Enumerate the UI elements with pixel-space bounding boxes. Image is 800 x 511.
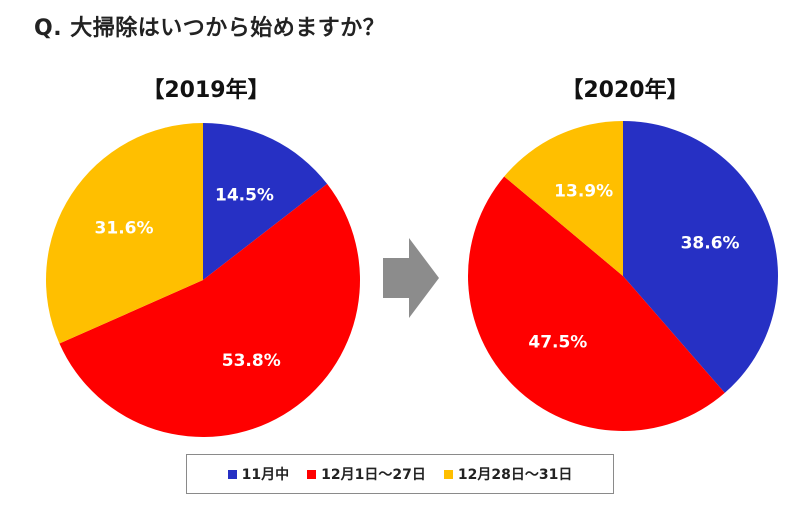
data-label-2019-dec-late: 31.6% [95,219,154,239]
pie-slice-2020-nov [623,121,778,393]
data-label-2020-nov: 38.6% [681,233,740,253]
chart-title-2020: 【2020年】 [561,78,689,103]
legend-item-dec-early: 12月1日～27日 [307,464,426,484]
legend-item-dec-late: 12月28日～31日 [443,464,573,484]
chart-title-2019: 【2019年】 [142,78,270,103]
data-label-2020-dec-late: 13.9% [554,182,613,202]
pie-slice-2019-dec-early [59,183,361,437]
pie-slice-2020-dec-early [468,176,725,431]
legend-label-dec-early: 12月1日～27日 [321,467,426,483]
legend-swatch-dec-late [443,469,453,479]
pie-chart-2020: 38.6% 47.5% 13.9% [468,121,778,431]
data-label-2019-dec-early: 53.8% [222,351,281,371]
pie-slice-2020-dec-late [504,121,623,276]
legend-label-nov: 11月中 [241,467,290,483]
pie-chart-2019: 14.5% 53.8% 31.6% [45,123,361,437]
question-title: Q. 大掃除はいつから始めますか？ [34,16,386,41]
legend-item-nov: 11月中 [227,464,290,484]
legend: 11月中 12月1日～27日 12月28日～31日 [186,454,614,494]
legend-swatch-dec-early [307,469,317,479]
legend-swatch-nov [227,469,237,479]
pie-slice-2019-dec-late [45,123,204,344]
legend-label-dec-late: 12月28日～31日 [457,467,573,483]
pie-slice-2019-nov [203,123,328,280]
right-arrow-icon [383,238,439,318]
data-label-2020-dec-early: 47.5% [528,332,587,352]
data-label-2019-nov: 14.5% [215,185,274,205]
